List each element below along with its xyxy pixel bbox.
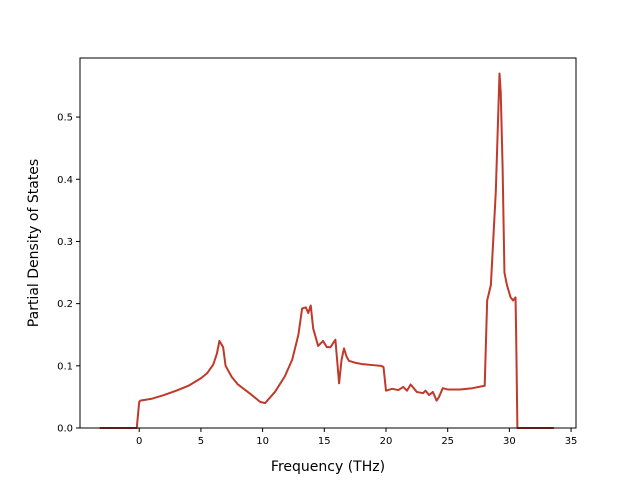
x-axis-ticks: 0 5 10 15 20 25 30 35: [136, 428, 577, 447]
x-tick-label: 25: [441, 436, 454, 447]
y-tick-label: 0.0: [57, 424, 73, 435]
y-axis-ticks: 0.0 0.1 0.2 0.3 0.4 0.5: [57, 113, 80, 435]
y-tick-label: 0.5: [57, 113, 73, 124]
x-tick-label: 35: [565, 436, 578, 447]
x-tick-label: 30: [503, 436, 516, 447]
x-tick-label: 20: [380, 436, 393, 447]
series-layer: [99, 72, 554, 429]
y-tick-label: 0.2: [57, 299, 73, 310]
plot-frame: [79, 57, 577, 429]
x-tick-label: 5: [198, 436, 204, 447]
y-axis-title: Partial Density of States: [26, 159, 42, 327]
y-tick-label: 0.1: [57, 361, 73, 372]
x-tick-label: 15: [318, 436, 331, 447]
x-tick-label: 0: [136, 436, 142, 447]
x-axis-title: Frequency (THz): [271, 459, 385, 475]
pdos-series-line: [99, 72, 554, 429]
x-tick-label: 10: [256, 436, 269, 447]
y-tick-label: 0.3: [57, 237, 73, 248]
y-tick-label: 0.4: [57, 175, 73, 186]
